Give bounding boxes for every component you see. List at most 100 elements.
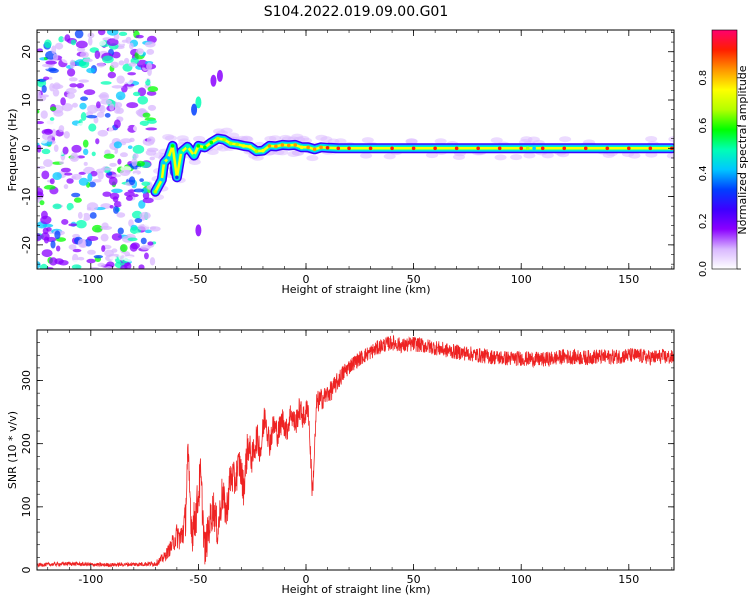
noise-blob	[60, 167, 71, 173]
trace-point	[175, 175, 179, 180]
noise-blob	[96, 62, 106, 68]
snr-series-line	[37, 334, 674, 568]
trace-halo	[361, 137, 374, 144]
noise-blob	[67, 209, 80, 214]
noise-blob	[149, 210, 157, 220]
noise-blob	[110, 61, 119, 69]
trace-point	[306, 145, 310, 150]
colorbar-tick-label: 0.0	[698, 261, 709, 277]
noise-blob	[39, 200, 45, 206]
snr-x-axis: -100 -50 0 50 100 150	[47, 330, 673, 586]
noise-blob	[116, 75, 125, 84]
noise-blob	[133, 124, 145, 133]
noise-blob	[94, 89, 100, 98]
noise-blob	[113, 141, 122, 149]
noise-blob	[58, 36, 65, 43]
noise-blob	[82, 139, 89, 148]
noise-blob	[91, 224, 103, 233]
noise-blob	[74, 30, 84, 39]
trace-point	[497, 146, 502, 151]
noise-blob	[51, 45, 57, 54]
noise-blob	[71, 173, 82, 180]
noise-blob	[126, 102, 139, 109]
trace-halo	[666, 152, 674, 159]
y-tick-label: 20	[20, 45, 33, 59]
noise-blob	[150, 129, 160, 138]
noise-blob	[131, 157, 138, 167]
noise-blob	[62, 146, 69, 155]
noise-blob	[93, 116, 99, 124]
trace-point	[390, 146, 394, 151]
noise-blob	[86, 202, 99, 211]
noise-blob	[68, 77, 78, 82]
noise-blob	[141, 187, 148, 194]
noise-blob	[97, 171, 104, 180]
noise-blob	[132, 144, 145, 154]
noise-blob	[111, 233, 122, 241]
trace-halo	[193, 135, 206, 142]
noise-blob	[108, 126, 114, 134]
noise-blob	[100, 167, 113, 171]
noise-blob	[113, 201, 123, 208]
trace-point	[185, 145, 190, 149]
noise-blob	[101, 245, 106, 253]
noise-blob	[116, 212, 126, 218]
trace-halo	[164, 135, 177, 142]
noise-blob	[137, 95, 149, 105]
x-tick-label: 150	[618, 573, 639, 586]
trace-point	[170, 144, 175, 148]
noise-blob	[55, 245, 61, 252]
noise-blob	[60, 97, 66, 106]
noise-blob	[99, 105, 106, 114]
noise-blob	[37, 48, 43, 53]
trace-point	[235, 142, 239, 147]
noise-blob	[70, 39, 77, 46]
trace-point	[192, 153, 196, 158]
noise-blob	[124, 191, 135, 197]
noise-blob	[141, 181, 151, 187]
x-tick-label: 50	[407, 573, 421, 586]
noise-blob	[40, 94, 50, 98]
noise-blob	[120, 264, 128, 269]
trace-halo	[188, 159, 201, 166]
noise-blob	[39, 263, 48, 269]
trace-point	[454, 146, 459, 151]
noise-blob	[49, 178, 55, 185]
noise-blob	[96, 101, 101, 109]
trace-halo	[360, 152, 373, 159]
noise-blob	[117, 158, 122, 165]
noise-blob	[41, 170, 50, 180]
colorbar-tick-label: 0.6	[698, 118, 709, 134]
trace-halo	[405, 138, 418, 145]
noise-blob	[61, 55, 73, 64]
noise-blob	[65, 87, 77, 94]
noise-blob	[146, 90, 157, 96]
noise-blob	[129, 79, 134, 84]
trace-point	[160, 177, 164, 182]
noise-blob	[76, 82, 85, 89]
noise-blob	[138, 264, 145, 269]
trace-halo	[264, 135, 277, 142]
noise-blob	[142, 112, 151, 118]
noise-blob	[91, 151, 96, 157]
trace-point	[293, 143, 298, 147]
noise-blob	[111, 51, 121, 59]
trace-point	[222, 137, 227, 142]
noise-blob	[71, 259, 83, 264]
noise-blob	[111, 174, 121, 178]
noise-blob	[52, 82, 61, 90]
noise-blob	[132, 152, 139, 159]
noise-blob	[149, 257, 156, 266]
noise-blob	[90, 170, 98, 177]
noise-blob	[77, 238, 87, 248]
noise-blob	[45, 60, 58, 65]
noise-blob	[111, 188, 123, 193]
figure-title: S104.2022.019.09.00.G01	[264, 4, 449, 20]
trace-point	[476, 146, 480, 151]
noise-blob	[75, 40, 88, 49]
noise-blob	[140, 76, 147, 83]
noise-blob	[66, 178, 74, 184]
noise-blob	[97, 30, 106, 36]
trace-halo	[383, 153, 396, 160]
